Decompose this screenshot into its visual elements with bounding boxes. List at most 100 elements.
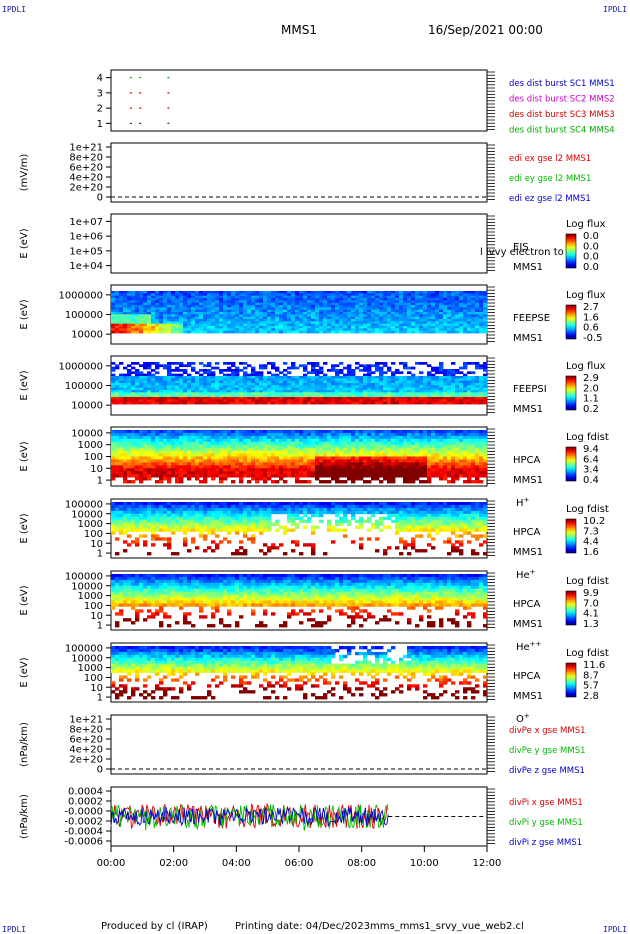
spectrogram-cell [467,323,472,327]
spectrogram-cell [135,447,140,452]
spectrogram-cell [423,323,428,327]
spectrogram-cell [259,312,264,315]
spectrogram-cell [295,295,300,299]
spectrogram-cell [263,477,268,481]
spectrogram-cell [467,371,472,375]
spectrogram-cell [219,441,224,446]
spectrogram-cell [151,435,156,440]
spectrogram-cell [331,438,336,443]
spectrogram-cell [183,378,188,382]
spectrogram-cell [479,401,484,405]
spectrogram-cell [127,312,132,315]
spectrogram-cell [419,383,424,386]
y-tick-label: 100000 [65,310,103,321]
spectrogram-cell [435,385,440,389]
spectrogram-cell [435,300,440,304]
spectrogram-cell [427,462,432,466]
spectrogram-cell [259,319,264,322]
spectrogram-cell [115,502,120,506]
spectrogram-cell [275,300,280,304]
spectrogram-cell [463,468,468,472]
spectrogram-cell [419,307,424,311]
spectrogram-cell [383,314,388,318]
spectrogram-cell [147,462,152,466]
spectrogram-cell [467,462,472,466]
spectrogram-cell [211,319,216,322]
spectrogram-cell [271,366,276,370]
colorbar-tick-label: 1.6 [583,547,599,558]
spectrogram-cell [287,298,292,301]
spectrogram-cell [411,387,416,391]
spectrogram-cell [211,326,216,329]
spectrogram-cell [343,380,348,384]
spectrogram-cell [203,383,208,386]
spectrogram-cell [123,432,128,437]
spectrogram-cell [443,380,448,384]
spectrogram-cell [291,298,296,301]
spectrogram-cell [163,295,168,299]
spectrogram-cell [339,468,344,472]
spectrogram-cell [355,314,360,318]
spectrogram-cell [295,480,300,484]
spectrogram-cell [483,369,488,372]
spectrogram-cell [235,462,240,466]
spectrogram-cell [327,480,332,484]
spectrogram-cell [343,387,348,391]
spectrogram-cell [483,456,488,460]
spectrogram-cell [187,447,192,452]
spectrogram-cell [115,537,120,541]
spectrogram-cell [423,471,428,475]
spectrogram-cell [351,373,356,377]
spectrogram-cell [151,390,156,393]
spectrogram-cell [335,364,340,368]
spectrogram-cell [183,387,188,391]
spectrogram-cell [319,468,324,472]
spectrogram-cell [243,468,248,472]
spectrogram-cell [267,383,272,386]
spectrogram-cell [327,293,332,297]
spectrogram-cell [139,321,144,325]
spectrogram-cell [411,383,416,386]
spectrogram-cell [379,401,384,405]
spectrogram-cell [431,385,436,389]
spectrogram-cell [347,474,352,478]
spectrogram-cell [295,380,300,384]
spectrogram-cell [155,362,160,365]
spectrogram-cell [387,328,392,332]
spectrogram-cell [151,399,156,403]
spectrogram-cell [407,390,412,393]
spectrogram-cell [119,444,124,449]
spectrogram-cell [227,387,232,391]
spectrogram-cell [147,298,152,301]
spectrogram-cell [331,401,336,405]
spectrogram-cell [411,300,416,304]
spectrogram-cell [123,447,128,452]
colorbar [565,304,577,340]
spectrogram-cell [239,328,244,332]
spectrogram-cell [463,430,468,434]
y-tick-label: 10000 [71,428,103,439]
spectrogram-cell [435,468,440,472]
spectrogram-cell [219,293,224,297]
spectrogram-cell [411,430,416,434]
spectrogram-cell [415,312,420,315]
spectrogram-cell [175,459,180,463]
spectrogram-cell [271,471,276,475]
spectrogram-cell [119,387,124,391]
spectrogram-cell [207,390,212,393]
spectrogram-cell [127,465,132,469]
spectrogram-cell [195,305,200,308]
spectrogram-cell [231,453,236,457]
spectrogram-cell [431,392,436,396]
spectrogram-cell [159,319,164,322]
spectrogram-cell [439,385,444,389]
spectrogram-cell [143,447,148,452]
spectrogram-cell [271,364,276,368]
spectrogram-cell [267,444,272,449]
spectrogram-cell [203,321,208,325]
spectrogram-cell [371,309,376,313]
spectrogram-cell [347,319,352,322]
spectrogram-cell [227,373,232,377]
spectrogram-cell [403,302,408,306]
spectrogram-cell [315,369,320,372]
